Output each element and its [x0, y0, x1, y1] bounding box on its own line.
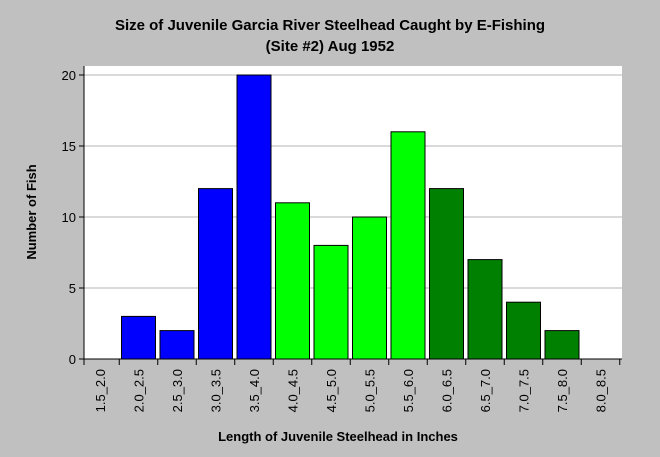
bar	[390, 131, 426, 360]
x-tick-label: 5.0_5.5	[363, 369, 378, 412]
bar	[236, 74, 272, 360]
bar	[275, 202, 310, 360]
bar	[198, 188, 233, 360]
x-tick-label: 4.0_4.5	[286, 369, 301, 412]
bar	[467, 259, 503, 360]
x-tick-label: 2.5_3.0	[170, 369, 185, 412]
bar	[544, 330, 580, 360]
axes	[83, 66, 622, 360]
x-tick-label: 8.0_8.5	[594, 369, 609, 412]
y-tick-label: 10	[62, 210, 76, 225]
y-tick-label: 5	[69, 281, 76, 296]
x-tick-label: 6.5_7.0	[478, 369, 493, 412]
x-tick-label: 3.0_3.5	[209, 369, 224, 412]
bar	[121, 315, 156, 360]
bar	[352, 216, 387, 360]
x-tick-label: 4.5_5.0	[324, 369, 339, 412]
bars	[121, 74, 580, 360]
x-tick-label: 1.5_2.0	[93, 369, 108, 412]
bar	[159, 330, 195, 360]
y-tick-label: 0	[69, 352, 76, 367]
y-ticks: 0 5 10 15 20	[62, 68, 84, 367]
chart-subtitle: (Site #2) Aug 1952	[266, 38, 395, 55]
x-tick-label: 7.0_7.5	[517, 369, 532, 412]
bar	[313, 244, 349, 360]
bar	[429, 188, 464, 360]
x-axis-label: Length of Juvenile Steelhead in Inches	[218, 429, 458, 444]
bar	[506, 301, 541, 360]
y-tick-label: 15	[62, 139, 76, 154]
y-tick-label: 20	[62, 68, 76, 83]
chart-title: Size of Juvenile Garcia River Steelhead …	[115, 17, 545, 34]
x-ticks: 1.5_2.0 2.0_2.5 2.5_3.0 3.0_3.5 3.5_4.0 4.0_4…	[83, 359, 621, 412]
y-axis-label: Number of Fish	[24, 164, 39, 259]
x-tick-label: 5.5_6.0	[401, 369, 416, 412]
x-tick-label: 6.0_6.5	[440, 369, 455, 412]
x-tick-label: 3.5_4.0	[247, 369, 262, 412]
x-tick-label: 2.0_2.5	[132, 369, 147, 412]
x-tick-label: 7.5_8.0	[555, 369, 570, 412]
